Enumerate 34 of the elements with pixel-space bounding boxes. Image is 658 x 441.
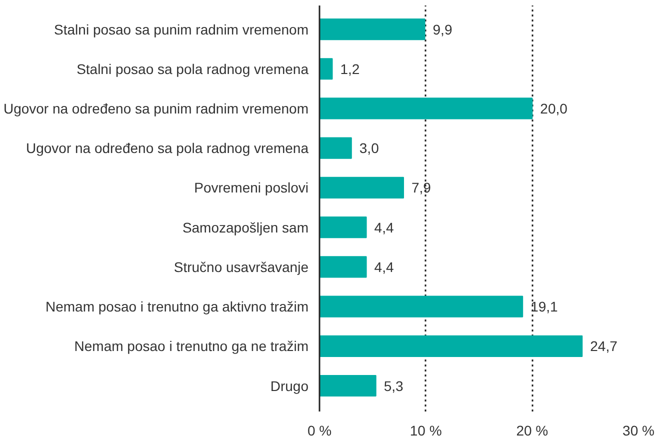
data-label: 20,0 bbox=[540, 100, 568, 116]
y-tick-label: Nemam posao i trenutno ga ne tražim bbox=[74, 338, 309, 354]
bar bbox=[320, 335, 583, 357]
y-tick-label: Stalni posao sa pola radnog vremena bbox=[76, 60, 309, 77]
data-label: 1,2 bbox=[340, 60, 360, 77]
data-label: 9,9 bbox=[432, 21, 452, 38]
bar bbox=[320, 296, 524, 318]
data-label: 5,3 bbox=[384, 378, 404, 394]
x-tick-label: 20 % bbox=[516, 422, 548, 438]
y-tick-label: Drugo bbox=[270, 378, 309, 394]
bar bbox=[320, 374, 376, 397]
data-label: 4,4 bbox=[374, 219, 394, 236]
data-label: 4,4 bbox=[374, 258, 394, 275]
bar bbox=[320, 256, 367, 278]
x-tick-label: 10 % bbox=[410, 422, 442, 438]
data-label: 3,0 bbox=[359, 140, 380, 156]
bar bbox=[320, 176, 404, 199]
y-tick-label: Stručno usavršavanje bbox=[174, 258, 309, 275]
y-tick-label: Ugovor na određeno sa pola radnog vremena bbox=[26, 140, 309, 156]
x-tick-label: 0 % bbox=[307, 422, 332, 438]
y-tick-label: Ugovor na određeno sa punim radnim vremenom bbox=[3, 100, 308, 116]
bar bbox=[320, 58, 333, 80]
data-label: 19,1 bbox=[530, 298, 558, 315]
bar bbox=[320, 18, 426, 40]
y-tick-label: Povremeni poslovi bbox=[194, 180, 309, 196]
y-tick-label: Stalni posao sa punim radnim vremenom bbox=[54, 21, 309, 38]
data-label: 7,9 bbox=[412, 180, 432, 196]
data-label: 24,7 bbox=[590, 338, 618, 354]
bar bbox=[320, 137, 352, 159]
bar bbox=[320, 98, 533, 120]
y-tick-label: Nemam posao i trenutno ga aktivno tražim bbox=[45, 298, 309, 315]
y-tick-label: Samozapošljen sam bbox=[182, 219, 308, 236]
bar bbox=[320, 216, 367, 238]
x-tick-label: 30 % bbox=[622, 422, 654, 438]
